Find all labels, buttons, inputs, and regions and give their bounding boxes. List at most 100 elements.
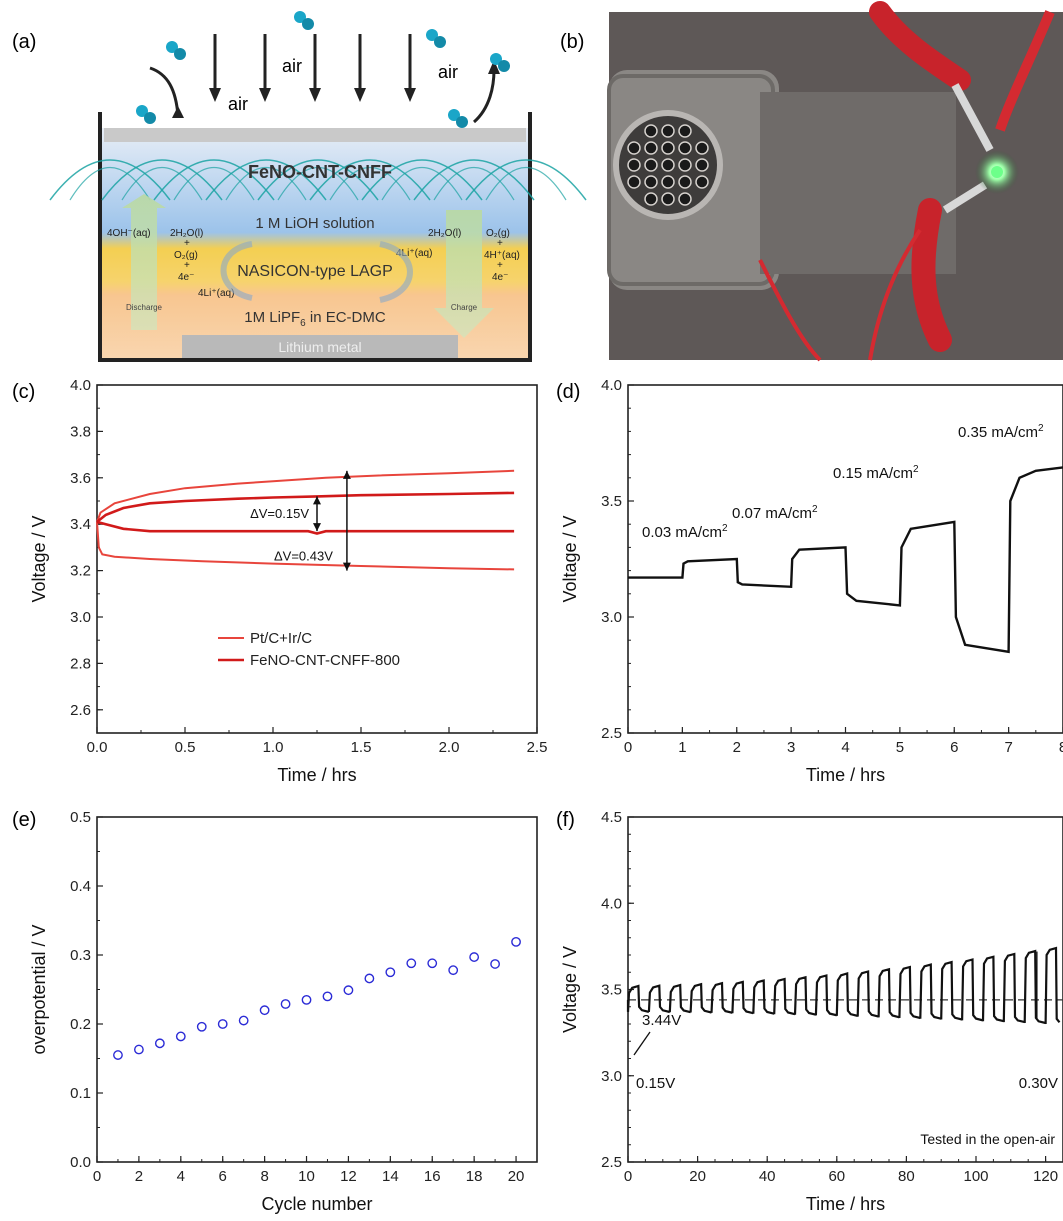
- x-axis-label: Time / hrs: [806, 1194, 885, 1214]
- mesh-arc: [69, 166, 151, 201]
- red-clip-top: [869, 1, 971, 91]
- y-tick-label: 3.8: [70, 423, 91, 440]
- molecule-atom: [294, 11, 306, 23]
- legend-entry: Pt/C+Ir/C: [250, 630, 312, 647]
- mesh-arc: [413, 159, 535, 201]
- y-tick-label: 4.0: [601, 895, 622, 912]
- cathode-mesh: [49, 159, 587, 201]
- reaction-text: 4OH⁻(aq): [107, 228, 151, 239]
- reaction-text: O₂(g): [486, 228, 510, 239]
- data-point: [364, 973, 375, 984]
- current-density-label: 0.03 mA/cm2: [642, 523, 728, 541]
- data-point: [217, 1019, 228, 1029]
- reaction-text: O₂(g): [174, 250, 198, 261]
- ocv-pointer: [633, 1031, 651, 1056]
- data-point: [154, 1038, 165, 1049]
- clip-top-jaw: [951, 83, 994, 152]
- y-tick-label: 3.0: [601, 1068, 622, 1085]
- cathode-label: FeNO-CNT-CNFF: [248, 162, 392, 182]
- plot-frame: [96, 816, 538, 1163]
- panel-b-photo: (b): [560, 1, 1063, 362]
- x-axis-label: Time / hrs: [277, 765, 356, 785]
- x-tick-label: 0.0: [87, 739, 108, 756]
- hole: [644, 141, 658, 155]
- series-line-discharge: [96, 520, 515, 535]
- x-tick-label: 1.5: [351, 739, 372, 756]
- y-tick-label: 2.5: [601, 725, 622, 742]
- x-tick-label: 4: [177, 1168, 185, 1185]
- discharge-arrow: [122, 194, 166, 330]
- data-point: [469, 952, 480, 962]
- y-tick-label: 0.4: [70, 878, 91, 895]
- charge-arrow: [434, 210, 494, 338]
- data-point: [511, 936, 521, 947]
- data-point: [448, 965, 459, 976]
- data-point: [385, 967, 396, 978]
- mesh-arc: [485, 166, 567, 201]
- current-density-value: 0.35 mA/cm: [958, 424, 1038, 441]
- series-line-charge: [96, 491, 515, 523]
- y-tick-label: 3.5: [601, 982, 622, 999]
- molecule-atom: [136, 105, 148, 117]
- mesh-arc: [205, 159, 327, 201]
- data-point: [427, 958, 438, 969]
- x-tick-label: 18: [466, 1168, 483, 1185]
- test-condition-label: Tested in the open-air: [920, 1131, 1055, 1147]
- y-tick-label: 4.0: [70, 377, 91, 394]
- hole: [644, 175, 658, 189]
- y-tick-label: 0.0: [70, 1154, 91, 1171]
- mesh-arc: [361, 159, 483, 201]
- x-tick-label: 0: [624, 1168, 632, 1185]
- air-label: air: [228, 94, 248, 114]
- x-tick-label: 5: [896, 739, 904, 756]
- y-tick-label: 3.0: [70, 609, 91, 626]
- air-arrow-head: [404, 88, 416, 102]
- mesh-arc: [433, 166, 515, 201]
- reaction-text: 2H₂O(l): [428, 228, 461, 239]
- current-density-value: 0.07 mA/cm: [732, 505, 812, 522]
- x-tick-label: 4: [841, 739, 849, 756]
- mesh-arc: [101, 159, 223, 201]
- air-label: air: [438, 62, 458, 82]
- chart-d: 0 1 2 3 4 5 6 7 8 2.5 3.0 3.5 4.0 Time / hrs Voltage /…: [560, 377, 1063, 785]
- data-point: [259, 1005, 270, 1016]
- curved-air-arrow-out-head: [488, 60, 500, 74]
- x-tick-label: 0.5: [175, 739, 196, 756]
- reaction-text: 4e⁻: [492, 272, 508, 283]
- air-arrow-head: [309, 88, 321, 102]
- molecule-atom: [490, 53, 502, 65]
- data-point: [113, 1050, 123, 1060]
- y-tick-label: 2.8: [70, 655, 91, 672]
- hole: [695, 175, 709, 189]
- red-wire-top: [995, 10, 1055, 132]
- li-ion-right: 4Li⁺(aq): [396, 248, 432, 259]
- left-reaction: 4OH⁻(aq) 2H₂O(l) + O₂(g) + 4e⁻: [107, 228, 203, 283]
- delta-v-label: ΔV=0.15V: [250, 506, 309, 521]
- reaction-text: 4H⁺(aq): [484, 250, 520, 261]
- hole: [661, 158, 675, 172]
- hole: [627, 158, 641, 172]
- y-tick-label: 3.2: [70, 563, 91, 580]
- panel-a-label: (a): [12, 31, 36, 53]
- initial-overpotential-label: 0.15V: [636, 1075, 675, 1092]
- reaction-text: +: [497, 238, 503, 249]
- y-axis-label: Voltage / V: [29, 515, 49, 602]
- molecule-atom: [426, 29, 438, 41]
- oxygen-molecules: [136, 11, 510, 128]
- mesh-arc: [153, 159, 275, 201]
- separator-label: NASICON-type LAGP: [237, 263, 393, 280]
- molecule-atom: [434, 36, 446, 48]
- discharge-label: Discharge: [126, 303, 163, 312]
- mesh-arc: [173, 166, 255, 201]
- x-tick-label: 6: [950, 739, 958, 756]
- mesh-arc: [49, 159, 171, 201]
- mesh-arc: [257, 159, 379, 201]
- y-tick-label: 4.5: [601, 809, 622, 826]
- curved-air-arrow-in-head: [172, 106, 184, 118]
- reaction-text: 2H₂O(l): [170, 228, 203, 239]
- li-transport-arrow: [220, 241, 253, 301]
- cycling-voltage-line: [626, 946, 1061, 1025]
- chart-e: 0 2 4 6 8 10 12 14 16 18 20 0.0 0.1 0.2 0.3 0.4 0.5 Cycle…: [29, 809, 538, 1214]
- data-point: [280, 999, 291, 1009]
- hole: [661, 141, 675, 155]
